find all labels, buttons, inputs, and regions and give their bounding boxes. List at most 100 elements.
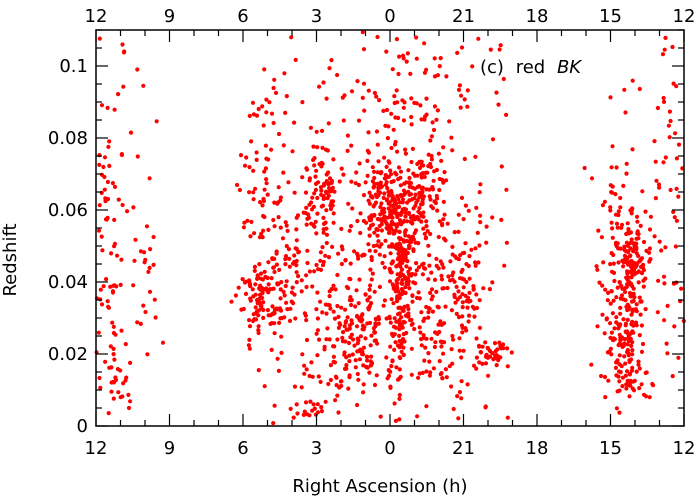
data-point	[456, 416, 461, 421]
data-point	[116, 92, 121, 97]
data-point	[644, 394, 649, 399]
data-point	[623, 110, 628, 115]
data-point	[342, 324, 347, 329]
data-point	[613, 212, 619, 217]
data-point	[252, 317, 257, 322]
data-point	[618, 205, 623, 210]
data-point	[648, 214, 654, 219]
data-point	[272, 77, 277, 82]
data-point	[262, 169, 267, 174]
data-point	[429, 336, 434, 341]
data-point	[399, 287, 404, 292]
data-point	[437, 64, 442, 69]
data-point	[142, 250, 147, 255]
data-point	[619, 296, 624, 301]
data-point	[619, 222, 625, 227]
data-point	[389, 111, 394, 116]
data-point	[327, 337, 332, 342]
data-point	[411, 248, 416, 254]
data-point	[470, 64, 475, 69]
data-point	[264, 110, 269, 115]
data-point	[302, 371, 307, 376]
data-point	[295, 213, 301, 218]
data-point	[380, 209, 385, 215]
data-point	[307, 269, 312, 274]
data-point	[422, 174, 427, 180]
data-point	[357, 277, 362, 282]
data-point	[458, 253, 463, 258]
data-point	[267, 100, 272, 105]
data-point	[287, 256, 292, 261]
data-point	[284, 94, 289, 99]
data-point	[305, 216, 310, 221]
data-point	[269, 111, 275, 116]
data-point	[96, 330, 101, 335]
data-point	[285, 307, 290, 312]
data-point	[290, 149, 295, 154]
x-tick-label-bottom: 12	[85, 438, 108, 459]
data-point	[416, 375, 421, 380]
data-point	[401, 308, 406, 313]
data-point	[662, 281, 667, 286]
annotation-prefix: (c)	[480, 57, 504, 78]
data-point	[445, 221, 450, 226]
data-point	[639, 323, 645, 328]
data-point	[608, 208, 613, 213]
data-point	[356, 118, 362, 123]
annotation-word: red	[516, 57, 546, 78]
data-point	[375, 34, 380, 40]
data-point	[389, 297, 394, 302]
data-point	[496, 102, 501, 107]
data-point	[109, 389, 114, 394]
data-point	[370, 271, 375, 276]
data-point	[331, 344, 336, 349]
data-point	[620, 375, 626, 380]
data-point	[366, 198, 371, 203]
data-point	[369, 354, 374, 359]
data-point	[362, 108, 367, 113]
data-point	[426, 351, 431, 356]
data-point	[667, 135, 672, 140]
data-point	[606, 290, 611, 295]
data-point	[480, 344, 485, 349]
data-point	[617, 353, 622, 358]
data-point	[271, 85, 276, 91]
data-point	[378, 171, 383, 176]
data-point	[427, 263, 432, 268]
data-point	[262, 269, 267, 274]
data-point	[620, 384, 625, 389]
data-point	[370, 165, 375, 170]
data-point	[609, 220, 614, 225]
data-point	[381, 195, 386, 200]
data-point	[341, 330, 346, 335]
data-point	[397, 229, 402, 234]
data-point	[396, 165, 402, 170]
data-point	[318, 258, 323, 263]
data-point	[372, 289, 377, 294]
data-point	[315, 402, 320, 407]
data-point	[262, 67, 267, 72]
data-point	[337, 179, 342, 184]
data-point	[233, 293, 238, 298]
data-point	[663, 155, 668, 160]
data-point	[111, 324, 116, 329]
data-point	[435, 208, 440, 213]
data-point	[610, 311, 616, 316]
data-point	[339, 226, 344, 231]
data-point	[499, 164, 504, 169]
data-point	[350, 352, 355, 357]
data-point	[457, 295, 463, 300]
data-point	[355, 251, 360, 256]
data-point	[478, 220, 483, 225]
data-point	[612, 278, 617, 284]
data-point	[346, 386, 351, 391]
data-point	[663, 245, 668, 250]
data-point	[272, 307, 277, 312]
data-point	[484, 224, 489, 229]
data-point	[314, 307, 319, 312]
data-point	[625, 317, 630, 322]
data-point	[396, 246, 401, 251]
data-point	[372, 382, 378, 388]
data-point	[411, 171, 416, 176]
data-point	[261, 315, 266, 320]
